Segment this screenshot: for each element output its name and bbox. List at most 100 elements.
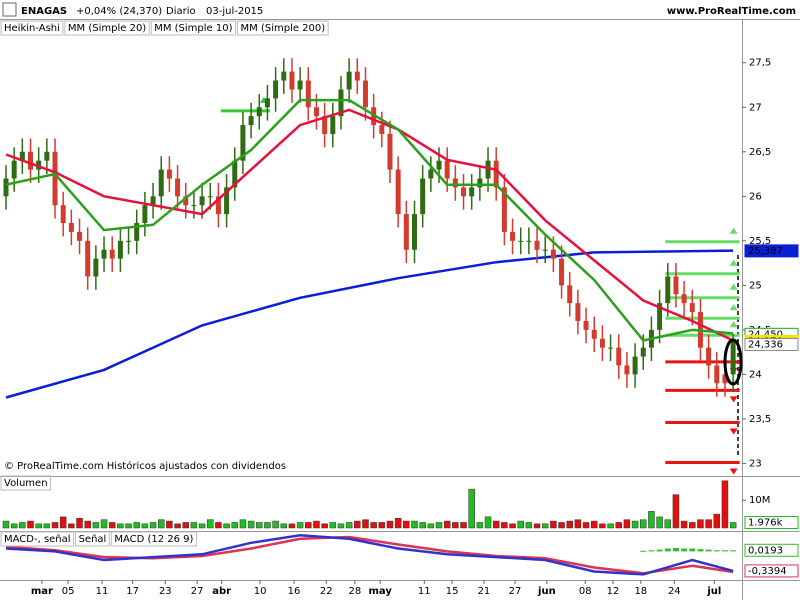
histogram-bar [697,549,704,552]
volume-bar [166,520,173,529]
legend-box [110,531,197,547]
histogram-bar [648,550,655,552]
volume-bar [108,522,116,529]
candle-body [322,116,328,134]
volume-bar [468,488,475,529]
candle-body [109,249,115,259]
candle-body [117,240,123,259]
volume-bar [566,520,573,529]
volume-bar [272,520,279,529]
candle-body [175,178,181,197]
candle-body [412,214,417,250]
candle-body [444,160,450,179]
legend-label: MACD (12 26 9) [114,534,193,545]
volume-bar [247,520,255,529]
histogram-bar [681,548,688,552]
icon [2,2,17,17]
legend-label: MM (Simple 10) [154,23,232,34]
legend-box [64,20,150,36]
x-tick-label: 17 [126,586,139,597]
x-tick-label: may [368,586,392,597]
candle-body [313,107,319,117]
candle-body [44,151,50,161]
candle-body [689,303,695,313]
x-tick-label: 24 [668,586,681,597]
volume-bar [452,522,459,529]
candle-body [85,240,91,277]
x-tick-label: 15 [446,586,459,597]
volume-bar [305,522,312,529]
y-tick-label: 23,5 [749,414,771,425]
candle-body [28,151,34,170]
volume-bar [484,516,492,529]
volume-bar [68,523,75,529]
candle-body [518,240,524,242]
volume-bar [656,516,663,529]
legend-box [0,475,52,491]
volume-bar [550,520,557,529]
volume-bar [427,523,435,529]
volume-bar [215,522,222,529]
volume-bar [419,522,426,529]
histogram-bar [713,550,720,552]
legend-box [237,20,329,36]
price-label: 1.976k [748,518,783,529]
candle-body [3,178,9,197]
y-tick-label: 27,5 [749,58,771,69]
candle-body [215,196,221,215]
candle-body [436,160,442,170]
arrow [729,321,738,328]
volume-bar [631,520,639,529]
arrow [729,396,738,403]
candle-body [469,187,475,197]
histogram-bar [705,549,712,552]
date: 03-jul-2015 [206,6,263,17]
x-tick-label: 16 [288,586,301,597]
candle-body [428,169,434,179]
volume-bar [615,522,622,529]
footnote: © ProRealTime.com Históricos ajustados c… [4,460,286,472]
candle-body [379,125,385,134]
volume-bar [574,519,582,529]
y-tick-label: 26 [749,191,762,202]
y-tick-label: 23 [749,458,762,469]
candle-body [681,294,687,304]
arrow [729,283,738,290]
volume-bar [231,522,239,529]
candle-body [60,205,66,224]
y-tick-label: 25,5 [749,236,771,247]
legend-label: Heikin-Ashi [4,23,60,34]
volume-bar [174,523,181,529]
volume-bar [354,520,361,529]
x-tick-label: 05 [62,586,75,597]
x-tick-label: 11 [96,586,109,597]
candle-body [616,347,622,366]
x-tick-label: abr [212,586,231,597]
volume-bar [729,522,737,529]
price-label: 24,450 [748,329,783,340]
volume-bar [329,522,337,529]
x-tick-label: 27 [191,586,204,597]
candle-body [93,258,99,277]
y-tick-label: 10M [749,495,770,506]
arrow [729,259,738,266]
price-label-box [744,543,799,557]
x-tick-label: 22 [320,586,333,597]
candle-body [665,276,671,304]
candle-body [362,80,368,108]
volume-bar [182,522,189,529]
volume-bar [411,520,418,529]
volume-bar [362,519,369,529]
legend-label: MM (Simple 20) [68,23,146,34]
x-tick-label: 23 [159,586,172,597]
plot: 2323,52424,52525,52626,52727,525,38724,4… [0,20,799,597]
candle-body [305,80,311,108]
volume-bar [35,523,42,529]
candle-body [101,249,107,259]
volume-bar [378,522,386,529]
candle-body [673,276,679,295]
y-tick-label: 27 [749,102,762,113]
volume-bar [59,516,67,529]
candle-body [77,231,83,241]
